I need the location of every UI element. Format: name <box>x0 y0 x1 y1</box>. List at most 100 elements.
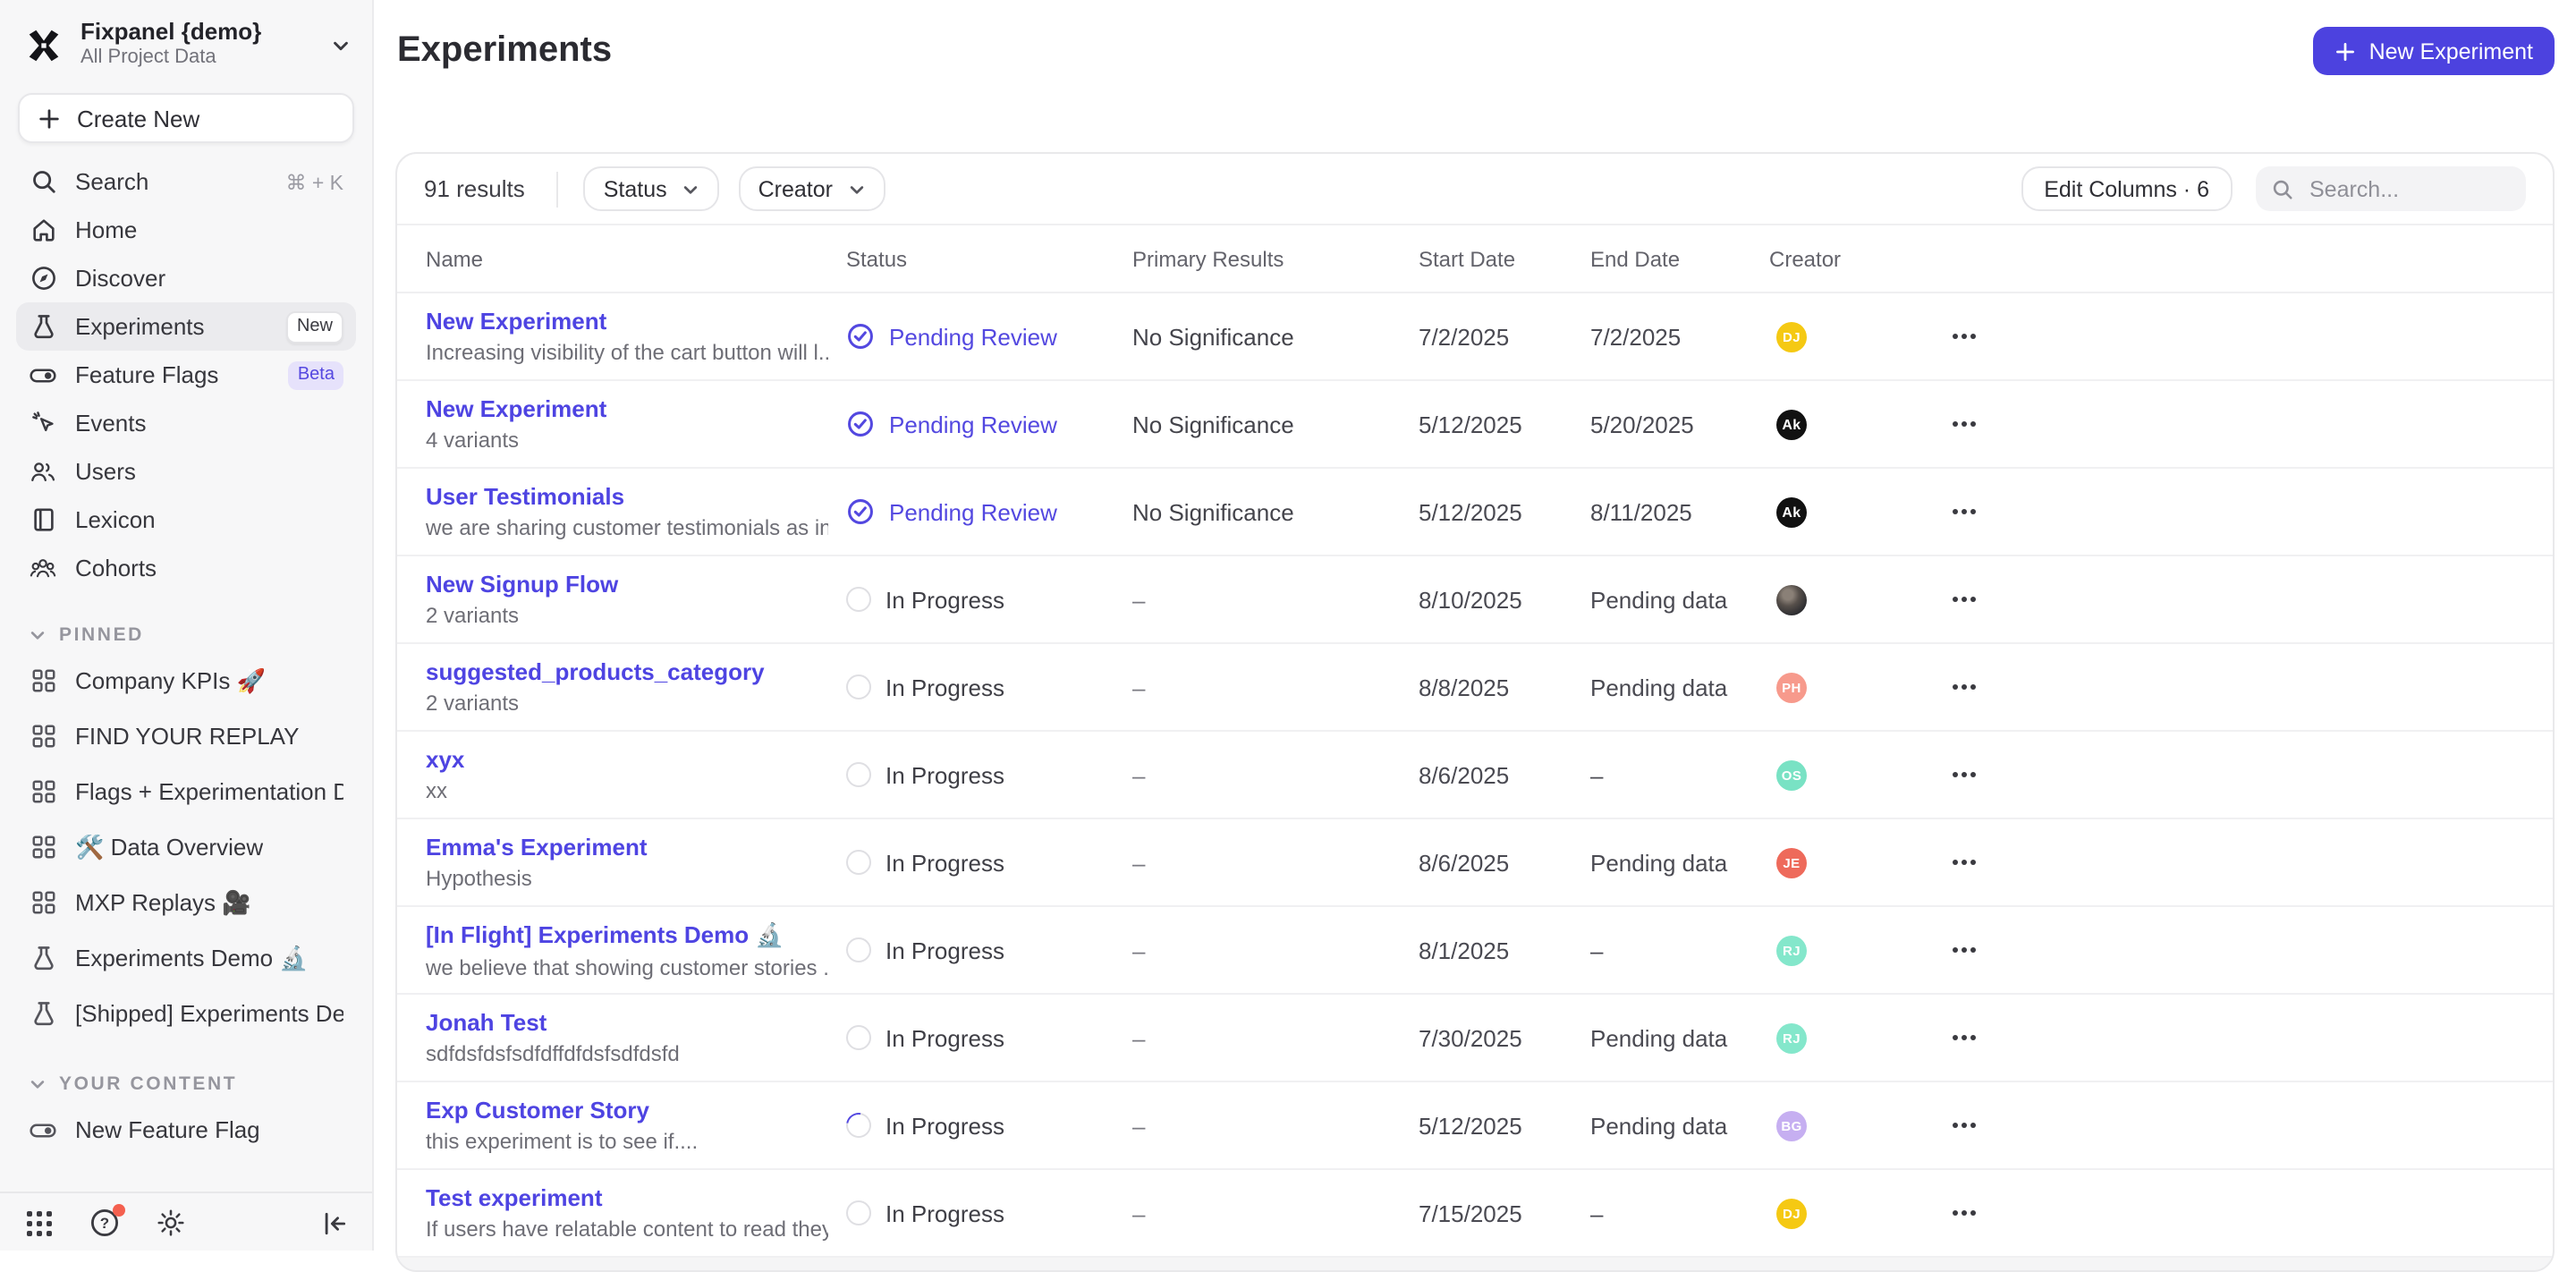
sidebar-item-events[interactable]: Events <box>16 399 356 447</box>
creator-avatar[interactable]: RJ <box>1776 935 1807 965</box>
primary-results: No Significance <box>1132 411 1294 437</box>
collapse-sidebar-icon[interactable] <box>318 1208 349 1238</box>
row-actions-button[interactable] <box>1945 1202 1984 1224</box>
flask-icon <box>29 944 57 972</box>
experiment-name-link[interactable]: Exp Customer Story <box>426 1097 649 1124</box>
sidebar-item-discover[interactable]: Discover <box>16 254 356 302</box>
experiment-name-link[interactable]: New Experiment <box>426 308 607 335</box>
sidebar-footer: ? <box>0 1191 372 1251</box>
column-header-status[interactable]: Status <box>846 246 908 271</box>
sidebar-item-lexicon[interactable]: Lexicon <box>16 496 356 544</box>
row-actions-button[interactable] <box>1945 1027 1984 1048</box>
book-icon <box>29 505 57 534</box>
workspace-switcher[interactable]: Fixpanel {demo} All Project Data <box>0 0 372 82</box>
creator-avatar[interactable]: JE <box>1776 847 1807 878</box>
table-header: Name Status Primary Results Start Date End D… <box>397 225 2553 293</box>
primary-results: – <box>1132 586 1146 613</box>
experiment-name-link[interactable]: Emma's Experiment <box>426 834 648 861</box>
users-icon <box>29 457 57 486</box>
edit-columns-button[interactable]: Edit Columns · 6 <box>2021 166 2233 211</box>
experiment-name-link[interactable]: New Signup Flow <box>426 571 619 598</box>
creator-avatar[interactable]: PH <box>1776 672 1807 702</box>
experiment-name-link[interactable]: Jonah Test <box>426 1009 547 1036</box>
row-actions-button[interactable] <box>1945 764 1984 785</box>
creator-avatar[interactable]: Ak <box>1776 496 1807 527</box>
sidebar-item-flags-experimentation-demo[interactable]: Flags + Experimentation Demo <box>0 764 372 819</box>
filter-chip-creator[interactable]: Creator <box>738 166 885 211</box>
creator-avatar[interactable]: DJ <box>1776 1198 1807 1228</box>
creator-avatar[interactable]: BG <box>1776 1110 1807 1141</box>
creator-avatar[interactable]: Ak <box>1776 409 1807 439</box>
sidebar-item-cohorts[interactable]: Cohorts <box>16 544 356 592</box>
sidebar-item-users[interactable]: Users <box>16 447 356 496</box>
board-icon <box>29 777 57 806</box>
sidebar-item-experiments[interactable]: Experiments New <box>16 302 356 351</box>
ellipsis-icon <box>1952 420 1977 428</box>
experiment-name-link[interactable]: Test experiment <box>426 1184 603 1211</box>
start-date: 5/12/2025 <box>1419 1112 1522 1139</box>
chevron-down-icon <box>331 35 351 55</box>
sidebar-item-search[interactable]: Search ⌘ + K <box>16 157 356 206</box>
experiment-name-link[interactable]: suggested_products_category <box>426 658 765 685</box>
section-header-pinned[interactable]: PINNED <box>0 617 372 653</box>
home-icon <box>29 216 57 244</box>
start-date: 5/12/2025 <box>1419 411 1522 437</box>
row-actions-button[interactable] <box>1945 939 1984 961</box>
creator-avatar[interactable] <box>1776 584 1807 615</box>
fixpanel-logo-icon <box>23 24 64 65</box>
create-new-button[interactable]: Create New <box>18 93 354 143</box>
creator-avatar[interactable]: DJ <box>1776 321 1807 352</box>
experiment-name-link[interactable]: [In Flight] Experiments Demo 🔬 <box>426 920 784 947</box>
sidebar-item-find-your-replay[interactable]: FIND YOUR REPLAY <box>0 708 372 764</box>
help-icon[interactable]: ? <box>89 1204 125 1238</box>
column-header-end-date[interactable]: End Date <box>1590 246 1681 271</box>
workspace-subtitle: All Project Data <box>80 47 216 69</box>
start-date: 7/2/2025 <box>1419 323 1510 350</box>
experiment-subtitle: Hypothesis <box>426 866 532 891</box>
cursor-icon <box>29 409 57 437</box>
row-actions-button[interactable] <box>1945 326 1984 347</box>
column-header-name[interactable]: Name <box>426 246 484 271</box>
search-input[interactable] <box>2306 174 2510 203</box>
column-header-start-date[interactable]: Start Date <box>1419 246 1516 271</box>
table-row: User Testimonials we are sharing customer… <box>397 469 2553 556</box>
column-header-primary-results[interactable]: Primary Results <box>1132 246 1284 271</box>
ellipsis-icon <box>1952 333 1977 340</box>
creator-avatar[interactable]: OS <box>1776 759 1807 790</box>
creator-avatar[interactable]: RJ <box>1776 1022 1807 1053</box>
sidebar-item-home[interactable]: Home <box>16 206 356 254</box>
sidebar-item-data-overview[interactable]: 🛠️ Data Overview <box>0 819 372 875</box>
experiment-name-link[interactable]: New Experiment <box>426 395 607 422</box>
experiment-name-link[interactable]: User Testimonials <box>426 483 625 510</box>
row-actions-button[interactable] <box>1945 589 1984 610</box>
chevron-down-icon <box>847 180 865 198</box>
filter-chip-status[interactable]: Status <box>583 166 719 211</box>
settings-gear-icon[interactable] <box>156 1208 186 1238</box>
notification-dot <box>113 1204 125 1217</box>
sidebar-item-feature-flags[interactable]: Feature Flags Beta <box>16 351 356 399</box>
badge-new: New <box>285 310 343 343</box>
table-row: New Experiment Increasing visibility of t… <box>397 293 2553 381</box>
row-actions-button[interactable] <box>1945 501 1984 522</box>
sidebar-nav: Search ⌘ + K Home Discover Experiments New Fea… <box>0 157 372 592</box>
sidebar-item-mxp-replays[interactable]: MXP Replays 🎥 <box>0 875 372 930</box>
row-actions-button[interactable] <box>1945 852 1984 873</box>
chevron-down-icon <box>29 626 47 644</box>
sidebar-item-new-feature-flag[interactable]: New Feature Flag <box>0 1102 372 1158</box>
new-experiment-button[interactable]: New Experiment <box>2313 27 2555 75</box>
row-actions-button[interactable] <box>1945 413 1984 435</box>
experiment-name-link[interactable]: xyx <box>426 746 465 773</box>
sidebar-item-shipped-experiments-demo[interactable]: [Shipped] Experiments Demo 🖊️ <box>0 986 372 1041</box>
table-search[interactable] <box>2256 166 2526 211</box>
primary-results: – <box>1132 849 1146 876</box>
sidebar-item-company-kpis[interactable]: Company KPIs 🚀 <box>0 653 372 708</box>
row-actions-button[interactable] <box>1945 1115 1984 1136</box>
status-badge: In Progress <box>846 761 1132 788</box>
column-header-creator[interactable]: Creator <box>1769 246 1842 271</box>
primary-results: – <box>1132 937 1146 963</box>
section-header-your-content[interactable]: YOUR CONTENT <box>0 1066 372 1102</box>
apps-grid-icon[interactable] <box>23 1208 54 1238</box>
row-actions-button[interactable] <box>1945 676 1984 698</box>
sidebar-item-experiments-demo[interactable]: Experiments Demo 🔬 <box>0 930 372 986</box>
